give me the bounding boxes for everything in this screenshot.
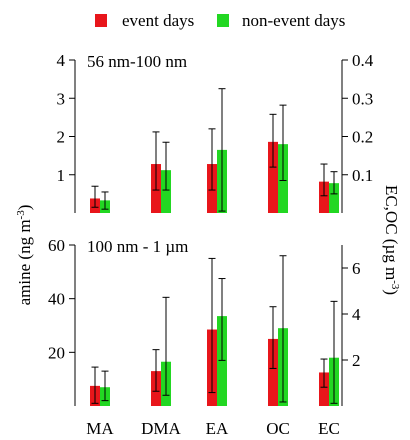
- legend: event days non-event days: [95, 11, 345, 30]
- y-left-tick-label: 20: [48, 343, 65, 362]
- legend-swatch-event-days: [95, 14, 107, 27]
- x-tick-label: DMA: [141, 419, 181, 438]
- y-left-tick-label: 1: [57, 166, 66, 185]
- x-axis: MA DMA EA OC EC: [86, 419, 340, 438]
- x-tick-label: EA: [206, 419, 229, 438]
- y-right-tick-label: 2: [352, 351, 361, 370]
- y-right-tick-label: 4: [352, 305, 361, 324]
- x-tick-label: EC: [318, 419, 340, 438]
- y-right-axis-label: EC,OC (µg m-3): [382, 185, 401, 295]
- y-right-tick-label: 0.2: [352, 128, 373, 147]
- legend-label-event-days: event days: [122, 11, 194, 30]
- x-tick-label: OC: [266, 419, 290, 438]
- x-tick-label: MA: [86, 419, 114, 438]
- panel-bottom: 20 40 60 2 4 6 100 nm - 1 µm: [48, 236, 361, 406]
- bar: [329, 183, 339, 213]
- panel-title: 100 nm - 1 µm: [87, 237, 188, 256]
- bar: [161, 170, 171, 213]
- panel-title: 56 nm-100 nm: [87, 52, 187, 71]
- bar: [268, 338, 278, 406]
- y-right-tick-label: 6: [352, 259, 361, 278]
- y-left-tick-label: 40: [48, 290, 65, 309]
- legend-label-non-event-days: non-event days: [242, 11, 345, 30]
- bar: [319, 181, 329, 213]
- y-right-tick-label: 0.1: [352, 166, 373, 185]
- y-left-tick-label: 3: [57, 89, 66, 108]
- y-left-tick-label: 60: [48, 236, 65, 255]
- y-left-axis-label: amine (ng m-3): [15, 205, 34, 306]
- legend-swatch-non-event-days: [217, 14, 229, 27]
- y-left-tick-label: 4: [57, 51, 66, 70]
- y-right-tick-label: 0.4: [352, 51, 374, 70]
- y-right-tick-label: 0.3: [352, 89, 373, 108]
- y-left-tick-label: 2: [57, 128, 66, 147]
- panel-top: 1 2 3 4 0.1 0.2 0.3 0.4 56 nm-100 nm: [57, 51, 374, 213]
- bar: [319, 372, 329, 406]
- bar: [268, 141, 278, 213]
- bar: [217, 316, 227, 406]
